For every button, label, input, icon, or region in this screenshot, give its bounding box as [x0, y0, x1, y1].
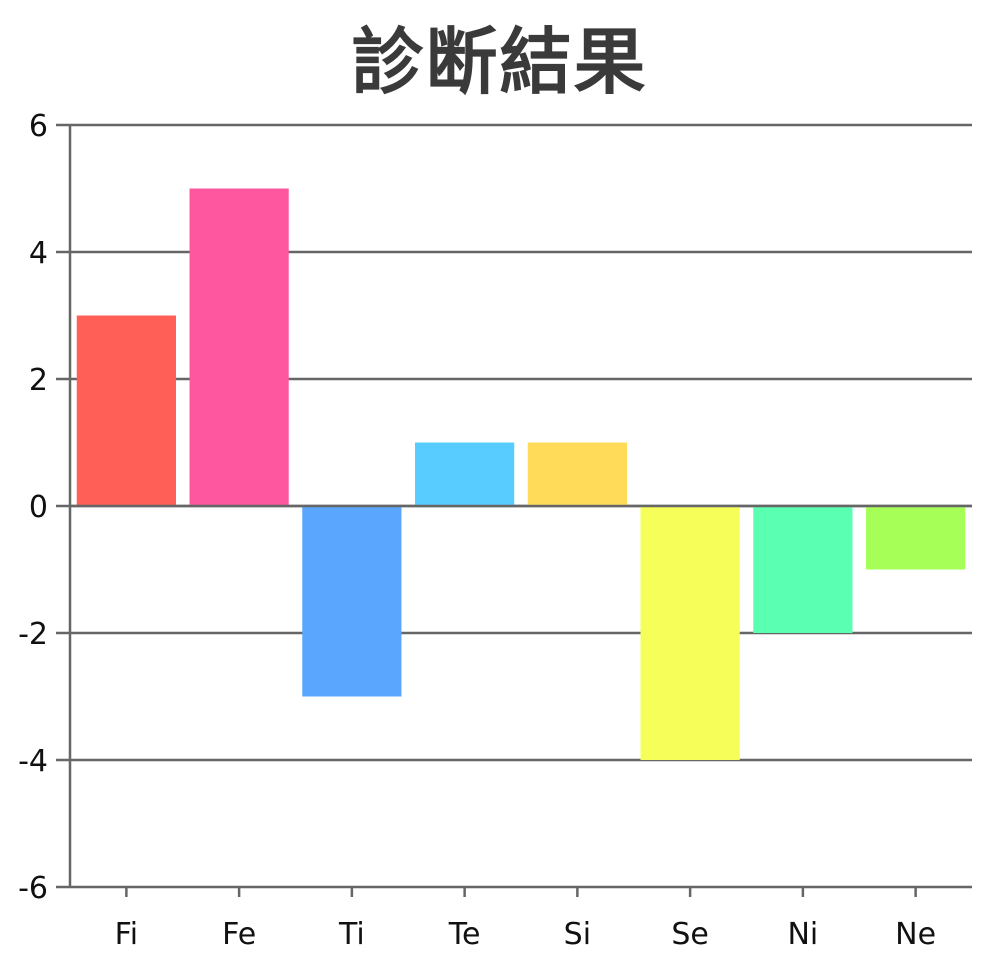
bar-ti: [302, 506, 402, 697]
x-tick-label: Ni: [787, 917, 818, 952]
x-tick-label: Se: [671, 917, 709, 952]
y-tick-label: 6: [29, 109, 48, 144]
y-tick-label: 0: [29, 490, 48, 525]
x-tick-label: Si: [564, 917, 591, 952]
x-tick-label: Te: [448, 917, 481, 952]
bar-fi: [76, 315, 176, 506]
bar-ni: [753, 506, 853, 633]
y-tick-label: -6: [18, 871, 48, 906]
bar-te: [415, 442, 515, 506]
y-tick-label: -4: [18, 744, 48, 779]
x-tick-label: Fi: [115, 917, 138, 952]
x-tick-label: Ne: [895, 917, 936, 952]
x-tick-label: Fe: [222, 917, 256, 952]
x-tick-label: Ti: [338, 917, 365, 952]
chart-title: 診断結果: [351, 20, 648, 104]
bar-ne: [866, 506, 966, 570]
bar-si: [527, 442, 627, 506]
bar-fe: [189, 188, 289, 506]
y-tick-label: 4: [29, 236, 48, 271]
bar-se: [640, 506, 740, 760]
y-tick-label: -2: [18, 617, 48, 652]
y-tick-label: 2: [29, 363, 48, 398]
